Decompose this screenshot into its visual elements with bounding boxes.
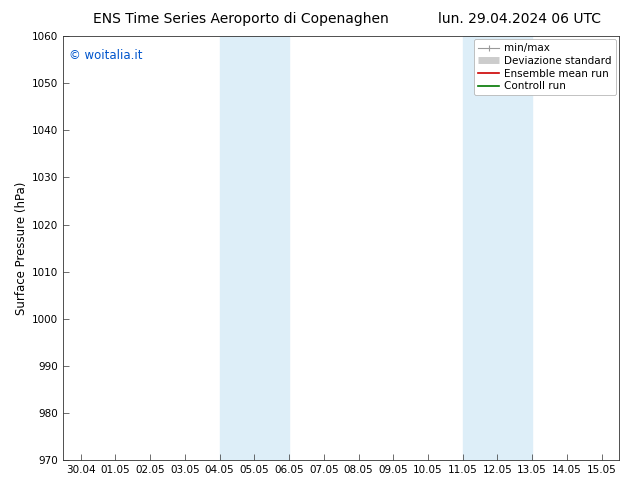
Bar	[463, 36, 532, 460]
Legend: min/max, Deviazione standard, Ensemble mean run, Controll run: min/max, Deviazione standard, Ensemble m…	[474, 39, 616, 96]
Y-axis label: Surface Pressure (hPa): Surface Pressure (hPa)	[15, 181, 28, 315]
Text: © woitalia.it: © woitalia.it	[69, 49, 143, 62]
Text: ENS Time Series Aeroporto di Copenaghen: ENS Time Series Aeroporto di Copenaghen	[93, 12, 389, 26]
Bar	[219, 36, 289, 460]
Text: lun. 29.04.2024 06 UTC: lun. 29.04.2024 06 UTC	[438, 12, 602, 26]
